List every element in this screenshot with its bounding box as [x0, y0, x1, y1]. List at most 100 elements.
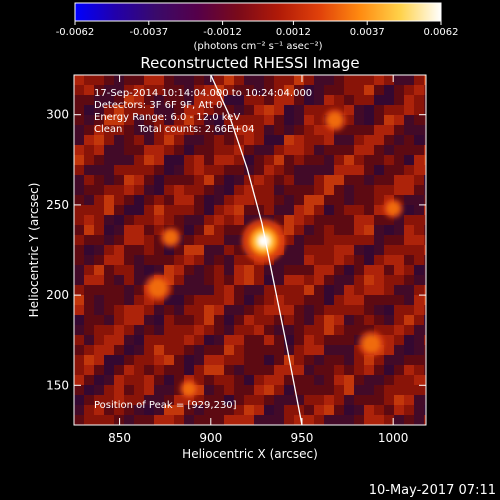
heatmap-cell [404, 295, 414, 305]
heatmap-cell [364, 215, 374, 225]
heatmap-cell [114, 195, 124, 205]
heatmap-cell [264, 345, 274, 355]
heatmap-cell [94, 305, 104, 315]
heatmap-cell [74, 145, 84, 155]
heatmap-cell [114, 95, 124, 105]
heatmap-cell [404, 395, 414, 405]
heatmap-cell [244, 265, 254, 275]
heatmap-cell [114, 335, 124, 345]
heatmap-cell [224, 395, 234, 405]
heatmap-cell [154, 175, 164, 185]
heatmap-cell [184, 75, 194, 85]
heatmap-cell [404, 415, 414, 425]
heatmap-cell [424, 185, 426, 195]
heatmap-cell [364, 265, 374, 275]
heatmap-cell [134, 195, 144, 205]
x-tick-label: 900 [199, 431, 222, 445]
heatmap-cell [74, 195, 84, 205]
heatmap-cell [404, 105, 414, 115]
heatmap-cell [234, 135, 244, 145]
heatmap-cell [364, 365, 374, 375]
heatmap-cell [424, 155, 426, 165]
heatmap-cell [414, 255, 424, 265]
heatmap-cell [284, 375, 294, 385]
heatmap-cell [354, 215, 364, 225]
heatmap-cell [404, 125, 414, 135]
heatmap-cell [324, 255, 334, 265]
source-peak [258, 235, 270, 247]
heatmap-cell [144, 135, 154, 145]
heatmap-cell [414, 205, 424, 215]
heatmap-cell [94, 85, 104, 95]
heatmap-cell [194, 135, 204, 145]
heatmap-cell [94, 215, 104, 225]
heatmap-cell [134, 245, 144, 255]
heatmap-cell [184, 395, 194, 405]
heatmap-cell [274, 335, 284, 345]
plot-frame [73, 74, 427, 426]
heatmap-cell [324, 295, 334, 305]
heatmap-cell [424, 205, 426, 215]
heatmap-cell [74, 215, 84, 225]
heatmap-cell [384, 215, 394, 225]
heatmap-cell [334, 85, 344, 95]
heatmap-cell [424, 275, 426, 285]
heatmap-cell [74, 315, 84, 325]
heatmap-cell [294, 235, 304, 245]
heatmap-cell [274, 415, 284, 425]
heatmap-cell [384, 265, 394, 275]
y-axis-ticks: 150 200 250 300 [46, 108, 426, 392]
heatmap-cell [214, 415, 224, 425]
heatmap-cell [214, 265, 224, 275]
heatmap-cell [104, 155, 114, 165]
heatmap-cell [334, 285, 344, 295]
heatmap-cell [314, 285, 324, 295]
heatmap-cell [344, 215, 354, 225]
x-tick-label: 950 [291, 431, 314, 445]
heatmap-cell [244, 125, 254, 135]
heatmap-cell [394, 275, 404, 285]
heatmap-cell [254, 285, 264, 295]
heatmap-cell [224, 135, 234, 145]
heatmap-cell [134, 395, 144, 405]
heatmap-cell [344, 175, 354, 185]
heatmap-cell [254, 405, 264, 415]
heatmap-cell [234, 185, 244, 195]
heatmap-cell [394, 335, 404, 345]
heatmap-cell [84, 275, 94, 285]
heatmap-cell [104, 415, 114, 425]
heatmap-cell [354, 345, 364, 355]
heatmap-cell [414, 245, 424, 255]
heatmap-cell [274, 215, 284, 225]
heatmap-cell [194, 235, 204, 245]
heatmap-cell [384, 185, 394, 195]
heatmap-cell [144, 75, 154, 85]
heatmap-cell [94, 265, 104, 275]
heatmap-cell [414, 395, 424, 405]
heatmap-cell [154, 215, 164, 225]
heatmap-cell [224, 355, 234, 365]
heatmap-cell [274, 295, 284, 305]
heatmap-cell [344, 255, 354, 265]
heatmap-cell [414, 405, 424, 415]
heatmap-cell [254, 325, 264, 335]
heatmap-cell [84, 135, 94, 145]
heatmap-cell [334, 185, 344, 195]
heatmap-cell [184, 245, 194, 255]
heatmap-cell [384, 115, 394, 125]
heatmap-cell [304, 225, 314, 235]
colorbar-tick-label: -0.0062 [56, 27, 95, 38]
heatmap-cell [414, 165, 424, 175]
heatmap-cell [234, 245, 244, 255]
heatmap-cell [174, 415, 184, 425]
heatmap-cell [284, 85, 294, 95]
heatmap-cell [284, 205, 294, 215]
heatmap-cell [84, 375, 94, 385]
heatmap-cell [84, 365, 94, 375]
heatmap-cell [374, 405, 384, 415]
heatmap-cell [304, 185, 314, 195]
heatmap-cell [284, 175, 294, 185]
heatmap-cell [214, 315, 224, 325]
heatmap-cell [364, 295, 374, 305]
heatmap-cell [314, 385, 324, 395]
